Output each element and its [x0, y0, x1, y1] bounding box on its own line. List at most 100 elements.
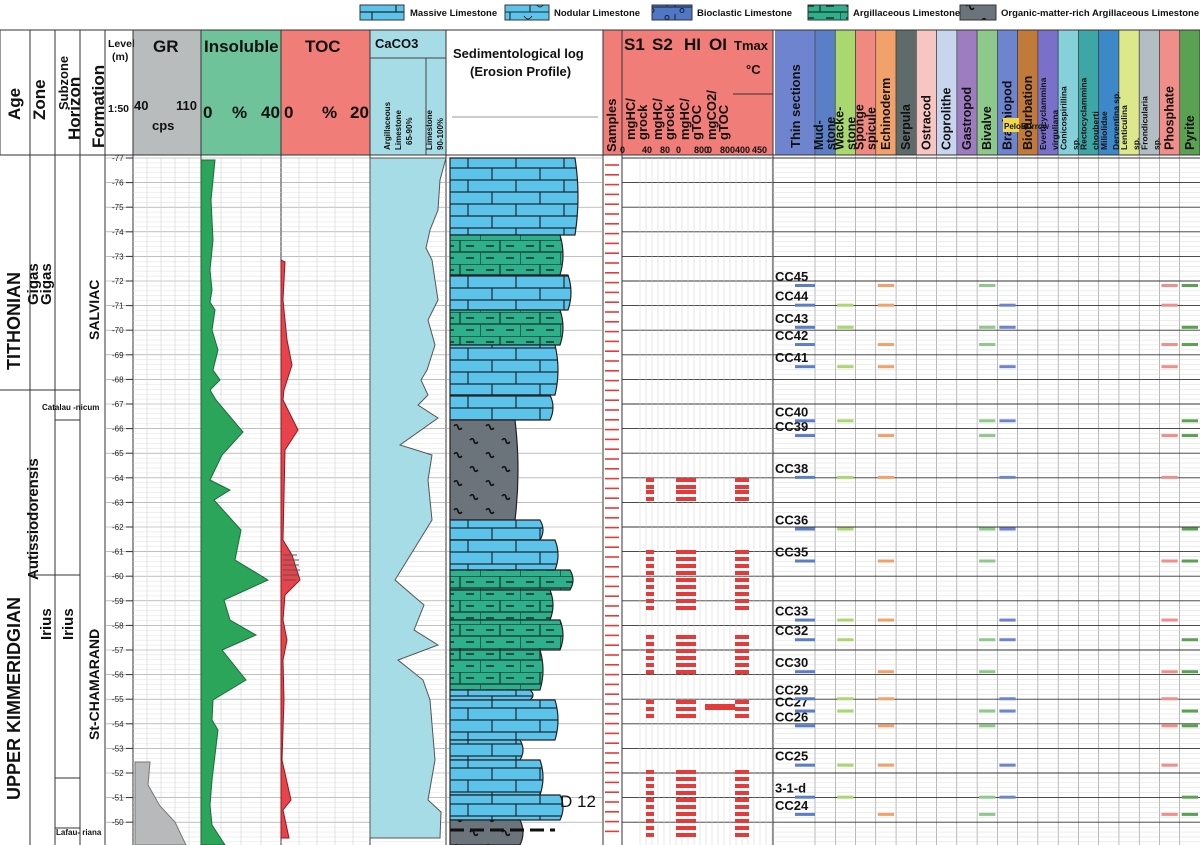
rockeval-bar	[676, 649, 696, 653]
fauna-mark	[999, 638, 1016, 642]
rockeval-bar	[735, 585, 749, 589]
rockeval-bar	[646, 571, 654, 575]
fauna-header-label: Mud-	[812, 120, 826, 150]
level-tick-label: -57	[112, 646, 124, 655]
fauna-header-label: stone	[824, 117, 838, 150]
horizon-irius: Irius	[60, 608, 77, 640]
rockeval-tick: 0	[620, 145, 625, 155]
fauna-mark	[999, 475, 1016, 479]
legend-massive: Massive Limestone	[359, 4, 497, 21]
fauna-header-label: sp.	[1070, 138, 1080, 150]
samples-title: Samples	[604, 99, 619, 152]
level-tick-label: -66	[112, 425, 124, 434]
rockeval-bar	[676, 826, 696, 830]
thin-section-label: CC42	[775, 328, 808, 343]
fauna-mark	[877, 365, 895, 369]
rockeval-tick: 0	[707, 145, 712, 155]
fauna-mark	[837, 795, 854, 799]
thin-section-label: CC44	[775, 289, 809, 304]
fauna-header-label: Conicospirillina	[1058, 86, 1068, 150]
formation-st-chamarand: St-CHAMARAND	[86, 629, 102, 740]
fauna-mark	[837, 303, 854, 307]
fauna-header-label: Serpula	[899, 103, 913, 150]
level-tick-label: -69	[112, 351, 124, 360]
rockeval-bar	[676, 485, 696, 489]
rockeval-tick: 800	[694, 145, 709, 155]
thin-sections-header: Thin sections	[788, 64, 803, 148]
rockeval-bar	[735, 663, 749, 667]
fauna-mark	[877, 284, 895, 287]
fauna-mark	[1181, 812, 1198, 816]
mudstone-mark	[795, 763, 815, 767]
mudstone-mark	[795, 638, 815, 642]
fauna-mark	[837, 638, 854, 642]
fauna-mark	[877, 697, 895, 701]
fauna-header-label: Ostracod	[919, 95, 933, 150]
level-tick-label: -56	[112, 671, 124, 680]
fauna-mark	[979, 795, 996, 799]
rockeval-bar	[646, 670, 654, 674]
rockeval-bar	[735, 826, 749, 830]
sed-bed	[449, 819, 524, 845]
rockeval-bar	[676, 833, 696, 837]
thin-section-label: CC26	[775, 709, 808, 724]
fauna-mark	[979, 670, 996, 674]
fauna-occurrence-marks	[795, 284, 1198, 816]
sed-bed	[449, 394, 554, 421]
fauna-header-label: Rectocyclammina	[1079, 77, 1089, 150]
rockeval-bar	[735, 812, 749, 816]
rockeval-bar	[676, 700, 696, 704]
mudstone-mark	[795, 434, 815, 438]
rockeval-bar	[676, 592, 696, 596]
fauna-mark	[1181, 343, 1198, 347]
fauna-header-label: Frondicularia	[1139, 96, 1149, 150]
level-tick-label: -73	[112, 252, 124, 261]
mudstone-mark	[795, 697, 815, 701]
thin-section-label: CC32	[775, 623, 808, 638]
rockeval-bar	[676, 642, 696, 646]
rockeval-bar	[735, 599, 749, 603]
fauna-header-label: Phosphate	[1163, 86, 1177, 150]
fauna-mark	[979, 559, 996, 563]
mudstone-mark	[795, 527, 815, 531]
rockeval-bar	[646, 805, 654, 809]
fauna-mark	[877, 343, 895, 347]
level-tick-label: -52	[112, 769, 124, 778]
rockeval-bar	[646, 784, 654, 788]
toc-hatch	[283, 554, 300, 581]
fauna-mark	[1161, 343, 1178, 347]
thin-section-label: CC38	[775, 461, 808, 476]
rockeval-bar	[676, 770, 696, 774]
fauna-header-label: Bivalve	[980, 106, 994, 150]
level-grid	[105, 157, 1200, 845]
fauna-header-label: Bioturbation	[1021, 76, 1035, 150]
fauna-header-label: Wacke-	[832, 107, 846, 150]
rockeval-bar	[735, 571, 749, 575]
thin-section-label: CC41	[775, 350, 808, 365]
thin-section-label: CC35	[775, 545, 808, 560]
fauna-mark	[999, 303, 1016, 307]
tmax-title: Tmax	[734, 38, 769, 53]
age-upper-kimmeridgian: UPPER KIMMERIDGIAN	[4, 597, 24, 800]
legend-label-nodular: Nodular Limestone	[554, 8, 640, 19]
rockeval-bar	[676, 599, 696, 603]
legend-argillaceous: Argillaceous Limestone	[807, 4, 960, 21]
legend-label-organic: Organic-matter-rich Argillaceous Limesto…	[1001, 8, 1199, 19]
rockeval-bar	[735, 564, 749, 568]
rockeval-bar	[646, 812, 654, 816]
fauna-mark	[999, 795, 1016, 799]
fauna-mark	[999, 618, 1016, 622]
level-tick-label: -71	[112, 302, 124, 311]
insoluble-max: 40	[261, 103, 280, 122]
subzone-irius: Irius	[38, 608, 55, 640]
fauna-mark	[877, 812, 895, 816]
legend: Massive Limestone Nodular Limestone Bioc…	[359, 4, 1199, 21]
fauna-header-label: Echinoderm	[879, 78, 893, 150]
rockeval-tick: 400	[735, 145, 750, 155]
fauna-mark	[1161, 724, 1178, 728]
rockeval-bar	[646, 798, 654, 802]
hi-unit2: gTOC	[689, 104, 704, 140]
sed-bed	[449, 589, 554, 621]
